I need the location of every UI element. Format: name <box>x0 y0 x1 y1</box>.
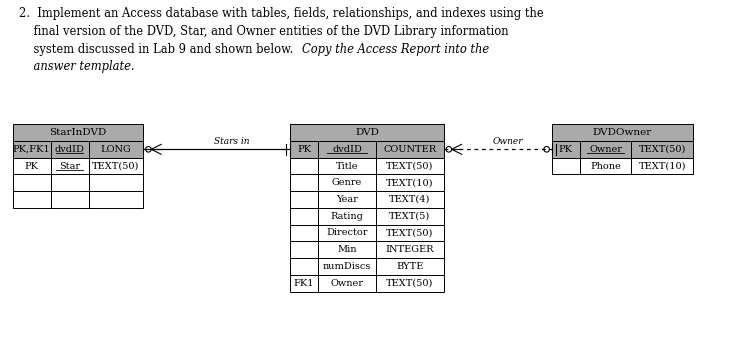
FancyBboxPatch shape <box>290 275 444 291</box>
Text: Phone: Phone <box>590 162 621 170</box>
Text: TEXT(10): TEXT(10) <box>639 162 686 170</box>
Text: PK: PK <box>25 162 39 170</box>
FancyBboxPatch shape <box>290 141 444 158</box>
Text: TEXT(50): TEXT(50) <box>386 228 433 238</box>
Text: TEXT(50): TEXT(50) <box>386 162 433 170</box>
Text: 2.  Implement an Access database with tables, fields, relationships, and indexes: 2. Implement an Access database with tab… <box>19 7 543 20</box>
Text: BYTE: BYTE <box>396 262 423 271</box>
FancyBboxPatch shape <box>290 174 444 191</box>
FancyBboxPatch shape <box>12 191 143 208</box>
Text: Stars in: Stars in <box>214 137 249 146</box>
FancyBboxPatch shape <box>290 191 444 208</box>
Text: Year: Year <box>336 195 358 204</box>
Text: TEXT(5): TEXT(5) <box>390 212 431 221</box>
Text: INTEGER: INTEGER <box>386 245 434 254</box>
Text: TEXT(50): TEXT(50) <box>639 145 686 154</box>
Text: DVD: DVD <box>355 128 379 137</box>
Text: answer template.: answer template. <box>19 61 135 74</box>
FancyBboxPatch shape <box>552 141 694 158</box>
Text: dvdID: dvdID <box>55 145 85 154</box>
FancyBboxPatch shape <box>12 158 143 174</box>
Text: dvdID: dvdID <box>332 145 362 154</box>
Text: Title: Title <box>336 162 358 170</box>
Text: Rating: Rating <box>330 212 363 221</box>
FancyBboxPatch shape <box>552 158 694 174</box>
Text: TEXT(10): TEXT(10) <box>386 178 433 187</box>
Text: TEXT(50): TEXT(50) <box>386 279 433 288</box>
FancyBboxPatch shape <box>12 124 143 141</box>
Text: Owner: Owner <box>330 279 363 288</box>
Text: StarInDVD: StarInDVD <box>50 128 107 137</box>
FancyBboxPatch shape <box>290 124 444 141</box>
FancyBboxPatch shape <box>290 241 444 258</box>
Text: Owner: Owner <box>589 145 622 154</box>
Text: Director: Director <box>326 228 368 238</box>
Text: TEXT(50): TEXT(50) <box>92 162 140 170</box>
Text: Owner: Owner <box>493 137 523 146</box>
Text: FK1: FK1 <box>294 279 314 288</box>
Text: system discussed in Lab 9 and shown below.: system discussed in Lab 9 and shown belo… <box>19 43 300 56</box>
Text: PK,FK1: PK,FK1 <box>13 145 50 154</box>
Text: TEXT(4): TEXT(4) <box>389 195 431 204</box>
FancyBboxPatch shape <box>552 124 694 141</box>
Text: Min: Min <box>337 245 357 254</box>
Text: PK: PK <box>558 145 572 154</box>
Text: Copy the Access Report into the: Copy the Access Report into the <box>302 43 489 56</box>
Text: Genre: Genre <box>332 178 362 187</box>
FancyBboxPatch shape <box>290 225 444 241</box>
Text: Star: Star <box>59 162 80 170</box>
FancyBboxPatch shape <box>290 208 444 225</box>
Text: DVDOwner: DVDOwner <box>593 128 652 137</box>
Text: numDiscs: numDiscs <box>323 262 371 271</box>
FancyBboxPatch shape <box>290 158 444 174</box>
Text: COUNTER: COUNTER <box>383 145 436 154</box>
FancyBboxPatch shape <box>12 141 143 158</box>
FancyBboxPatch shape <box>12 174 143 191</box>
Text: final version of the DVD, Star, and Owner entities of the DVD Library informatio: final version of the DVD, Star, and Owne… <box>19 25 508 38</box>
Text: PK: PK <box>297 145 311 154</box>
Text: LONG: LONG <box>101 145 132 154</box>
FancyBboxPatch shape <box>290 258 444 275</box>
